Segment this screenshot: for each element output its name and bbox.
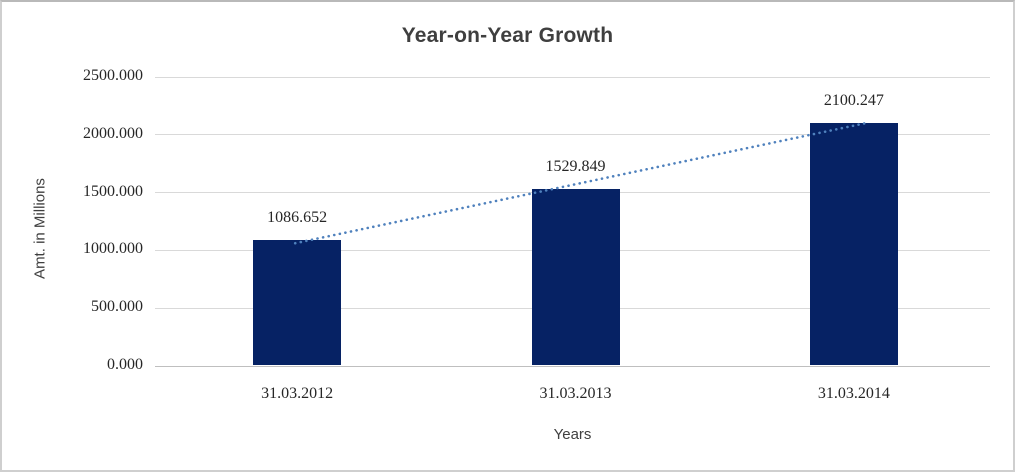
y-tick-label: 2000.000 (83, 124, 143, 142)
x-tick-label: 31.03.2013 (539, 385, 612, 402)
x-axis-title: Years (553, 426, 592, 443)
gridline (155, 76, 990, 78)
chart-title: Year-on-Year Growth (401, 24, 614, 47)
x-tick-label: 31.03.2014 (817, 385, 890, 402)
y-tick-label: 2500.000 (83, 67, 143, 84)
gridline (155, 365, 990, 367)
bar (809, 123, 898, 365)
bar-data-label: 1086.652 (267, 209, 328, 227)
y-tick-label: 0.000 (107, 356, 143, 373)
x-tick-label: 31.03.2012 (261, 385, 334, 402)
bar (253, 240, 342, 365)
y-tick-label: 500.000 (91, 298, 143, 316)
bar-data-label: 2100.247 (823, 92, 884, 110)
y-tick-label: 1000.000 (83, 240, 143, 258)
bar (531, 189, 620, 365)
y-axis-title: Amt. in Millions (31, 178, 49, 279)
bar-data-label: 1529.849 (545, 158, 606, 176)
y-tick-label: 1500.000 (83, 182, 143, 200)
